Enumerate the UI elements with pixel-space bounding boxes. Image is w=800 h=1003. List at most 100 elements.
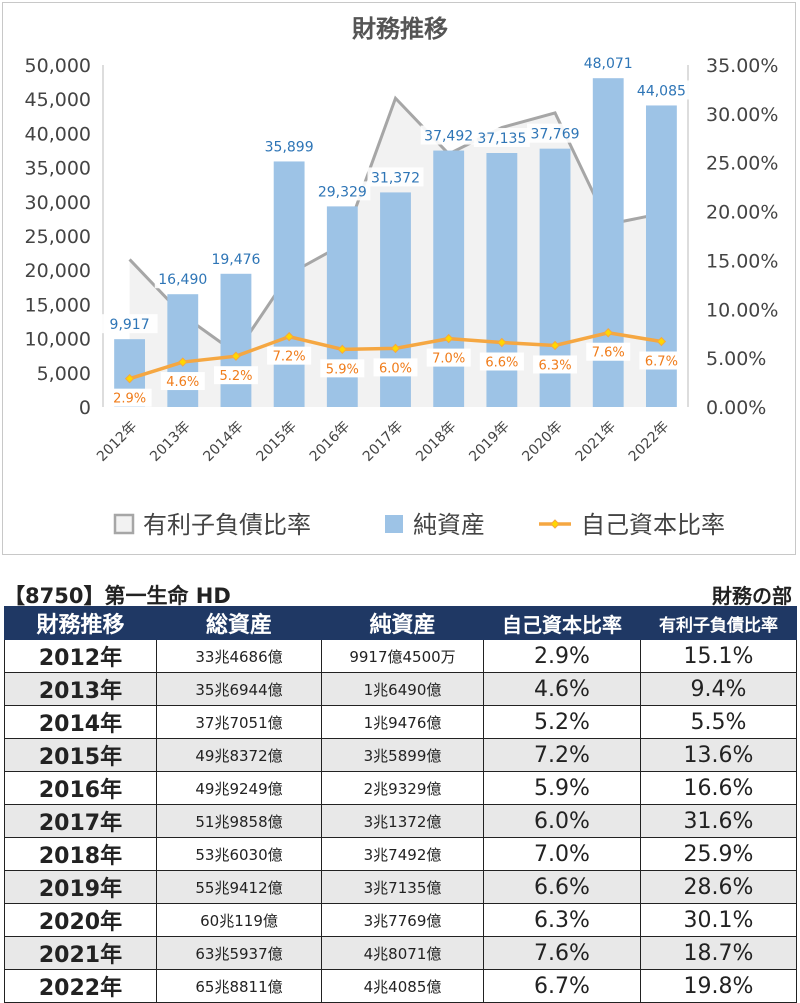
line-data-label: 6.0%	[379, 361, 412, 376]
cell-total-assets: 65兆8811億	[156, 969, 322, 1003]
bar-data-label: 44,085	[637, 83, 686, 99]
cell-year: 2022年	[4, 969, 157, 1003]
cell-debt-ratio: 16.6%	[640, 771, 797, 805]
table-header: 財務推移 総資産 純資産 自己資本比率 有利子負債比率	[4, 606, 797, 640]
right-tick-label: 10.00%	[706, 299, 778, 321]
left-tick-label: 30,000	[25, 192, 91, 214]
category-label: 2015年	[254, 419, 300, 465]
cell-total-assets: 49兆8372億	[156, 738, 322, 772]
cell-debt-ratio: 9.4%	[640, 672, 797, 706]
cell-equity-ratio: 2.9%	[483, 639, 641, 673]
cell-debt-ratio: 13.6%	[640, 738, 797, 772]
cell-net-assets: 9917億4500万	[321, 639, 484, 673]
cell-total-assets: 37兆7051億	[156, 705, 322, 739]
table-row: 2014年 37兆7051億 1兆9476億 5.2% 5.5%	[4, 705, 797, 739]
bar-label-bg	[154, 269, 211, 289]
cell-year: 2013年	[4, 672, 157, 706]
cell-total-assets: 35兆6944億	[156, 672, 322, 706]
line-label-bg	[426, 348, 471, 367]
table-row: 2022年 65兆8811億 4兆4085億 6.7% 19.8%	[4, 969, 797, 1003]
cell-year: 2012年	[4, 639, 157, 673]
bar-label-bg	[473, 127, 530, 147]
line-data-label: 5.2%	[219, 369, 252, 384]
table-row: 2020年 60兆119億 3兆7769億 6.3% 30.1%	[4, 903, 797, 937]
category-label: 2022年	[626, 419, 672, 465]
left-tick-label: 0	[79, 397, 91, 419]
cell-equity-ratio: 7.2%	[483, 738, 641, 772]
line-label-bg	[160, 372, 205, 391]
bar-label-bg	[580, 53, 637, 73]
header-debt-ratio: 有利子負債比率	[640, 606, 797, 640]
equity-ratio-point	[337, 344, 348, 355]
cell-debt-ratio: 5.5%	[640, 705, 797, 739]
category-label: 2019年	[466, 419, 512, 465]
bar-label-bg	[420, 125, 477, 145]
line-label-bg	[373, 358, 418, 377]
cell-equity-ratio: 7.0%	[483, 837, 641, 871]
cell-debt-ratio: 25.9%	[640, 837, 797, 871]
table-row: 2019年 55兆9412億 3兆7135億 6.6% 28.6%	[4, 870, 797, 904]
cell-year: 2017年	[4, 804, 157, 838]
bar-data-label: 31,372	[371, 170, 420, 186]
cell-net-assets: 3兆5899億	[321, 738, 484, 772]
left-tick-label: 20,000	[25, 260, 91, 282]
table-row: 2021年 63兆5937億 4兆8071億 7.6% 18.7%	[4, 936, 797, 970]
cell-net-assets: 4兆8071億	[321, 936, 484, 970]
cell-debt-ratio: 28.6%	[640, 870, 797, 904]
net-assets-bar	[220, 273, 252, 407]
net-assets-bar	[273, 161, 305, 407]
bar-data-label: 19,476	[211, 252, 260, 268]
legend-swatch-net-assets	[385, 515, 403, 533]
chart-panel: 財務推移 0 5,000 10,000 15,000 20,000 25,000 30,000…	[2, 2, 796, 555]
header-equity-ratio: 自己資本比率	[483, 606, 641, 640]
cell-net-assets: 3兆1372億	[321, 804, 484, 838]
cell-total-assets: 55兆9412億	[156, 870, 322, 904]
bar-label-bg	[101, 314, 158, 334]
right-tick-label: 35.00%	[706, 55, 778, 77]
cell-total-assets: 53兆6030億	[156, 837, 322, 871]
line-label-bg	[267, 346, 312, 365]
line-data-label: 6.6%	[485, 356, 518, 371]
chart-title: 財務推移	[352, 15, 448, 43]
legend-swatch-equity-marker	[550, 519, 560, 529]
cell-equity-ratio: 5.2%	[483, 705, 641, 739]
cell-equity-ratio: 6.7%	[483, 969, 641, 1003]
legend-label-debt-ratio: 有利子負債比率	[143, 511, 311, 539]
right-tick-label: 25.00%	[706, 153, 778, 175]
cell-net-assets: 3兆7769億	[321, 903, 484, 937]
line-data-label: 4.6%	[166, 375, 199, 390]
left-tick-label: 45,000	[25, 89, 91, 111]
cell-equity-ratio: 4.6%	[483, 672, 641, 706]
cell-total-assets: 51兆9858億	[156, 804, 322, 838]
debt-ratio-outline	[128, 95, 662, 356]
cell-year: 2019年	[4, 870, 157, 904]
cell-debt-ratio: 19.8%	[640, 969, 797, 1003]
right-tick-label: 20.00%	[706, 202, 778, 224]
bar-label-bg	[527, 123, 584, 143]
cell-year: 2016年	[4, 771, 157, 805]
cell-year: 2021年	[4, 936, 157, 970]
cell-debt-ratio: 30.1%	[640, 903, 797, 937]
category-label: 2018年	[413, 419, 459, 465]
cell-debt-ratio: 18.7%	[640, 936, 797, 970]
legend-label-net-assets: 純資産	[413, 511, 485, 539]
bar-data-label: 37,492	[424, 129, 473, 145]
cell-net-assets: 2兆9329億	[321, 771, 484, 805]
legend-swatch-debt-ratio	[113, 513, 135, 535]
bar-data-label: 16,490	[158, 272, 207, 288]
bar-data-label: 37,135	[477, 131, 526, 147]
bar-label-bg	[207, 248, 264, 268]
category-label: 2012年	[94, 419, 140, 465]
cell-year: 2020年	[4, 903, 157, 937]
line-label-bg	[213, 366, 258, 385]
right-tick-label: 0.00%	[706, 397, 766, 419]
bar-label-bg	[367, 167, 424, 187]
table-row: 2012年 33兆4686億 9917億4500万 2.9% 15.1%	[4, 639, 797, 673]
table-row: 2017年 51兆9858億 3兆1372億 6.0% 31.6%	[4, 804, 797, 838]
line-label-bg	[586, 342, 631, 361]
table-row: 2016年 49兆9249億 2兆9329億 5.9% 16.6%	[4, 771, 797, 805]
left-tick-label: 35,000	[25, 158, 91, 180]
line-data-label: 7.6%	[592, 346, 625, 361]
header-net-assets: 純資産	[321, 606, 484, 640]
left-tick-label: 15,000	[25, 294, 91, 316]
